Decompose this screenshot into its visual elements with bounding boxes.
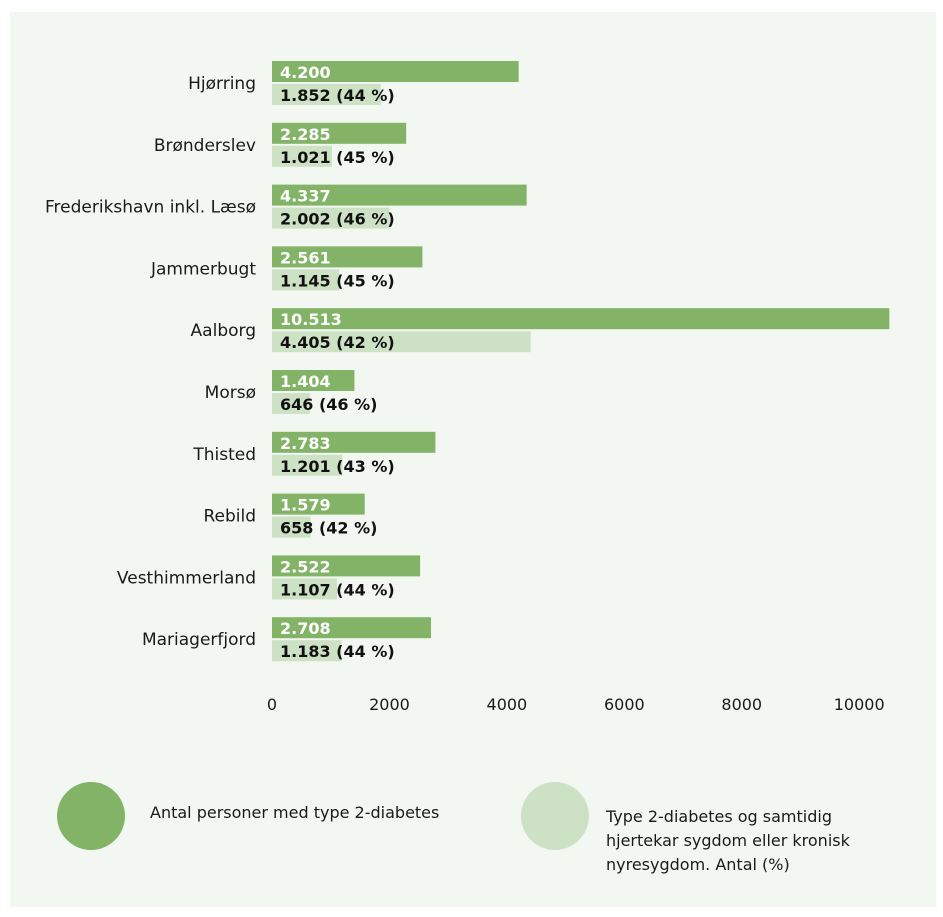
chart-panel: 4.200 1.852 (44 %) Hjørring 2.285 1.021 (45 … xyxy=(10,12,936,907)
x-tick-label: 8000 xyxy=(721,695,762,714)
x-tick-label: 0 xyxy=(267,695,277,714)
bar-total xyxy=(272,617,432,639)
data-label-total: 1.404 xyxy=(280,372,331,391)
data-label-total: 2.561 xyxy=(280,248,331,267)
data-label-comorbid: 1.201 (43 %) xyxy=(280,457,395,476)
bar-chart: 4.200 1.852 (44 %) Hjørring 2.285 1.021 (45 … xyxy=(45,61,890,714)
category-label: Rebild xyxy=(203,507,256,527)
bar-comorbid xyxy=(272,640,342,662)
data-label-total: 2.708 xyxy=(280,619,331,638)
bar-comorbid xyxy=(272,516,311,538)
data-label-total: 4.200 xyxy=(280,63,331,82)
bar-total xyxy=(272,493,365,515)
category-label: Vesthimmerland xyxy=(117,568,256,588)
category-label: Mariagerfjord xyxy=(142,630,256,650)
bar-comorbid xyxy=(272,207,390,229)
category-label: Aalborg xyxy=(191,321,256,341)
bar-comorbid xyxy=(272,393,310,414)
data-label-comorbid: 1.852 (44 %) xyxy=(280,86,395,105)
legend-swatch-total xyxy=(57,782,125,850)
bar-comorbid xyxy=(272,269,340,291)
category-label: Thisted xyxy=(192,445,256,465)
legend-swatch-comorbid xyxy=(521,782,589,850)
data-label-total: 2.285 xyxy=(280,125,331,144)
bar-total xyxy=(272,246,423,268)
x-tick-label: 10000 xyxy=(834,695,885,714)
data-label-comorbid: 4.405 (42 %) xyxy=(280,333,395,352)
data-label-total: 1.579 xyxy=(280,496,331,515)
bar-comorbid xyxy=(272,331,531,353)
data-label-comorbid: 658 (42 %) xyxy=(280,519,377,538)
bar-total xyxy=(272,184,527,206)
data-label-total: 2.522 xyxy=(280,557,331,576)
category-label: Jammerbugt xyxy=(150,259,256,279)
bar-total xyxy=(272,370,355,391)
data-label-comorbid: 2.002 (46 %) xyxy=(280,210,395,229)
data-label-comorbid: 1.107 (44 %) xyxy=(280,580,395,599)
bar-total xyxy=(272,555,421,577)
category-label: Brønderslev xyxy=(154,136,256,156)
data-label-comorbid: 646 (46 %) xyxy=(280,395,377,414)
bar-comorbid xyxy=(272,145,332,167)
bar-total xyxy=(272,308,890,330)
legend-label-comorbid: Type 2-diabetes og samtidig hjertekar sy… xyxy=(606,807,850,874)
bar-comorbid xyxy=(272,454,343,476)
data-label-comorbid: 1.183 (44 %) xyxy=(280,642,395,661)
data-label-comorbid: 1.021 (45 %) xyxy=(280,148,395,167)
bar-total xyxy=(272,122,407,144)
data-label-total: 2.783 xyxy=(280,434,331,453)
category-label: Frederikshavn inkl. Læsø xyxy=(45,198,256,218)
x-tick-label: 6000 xyxy=(604,695,645,714)
bar-comorbid xyxy=(272,578,338,600)
data-label-total: 4.337 xyxy=(280,187,331,206)
data-label-total: 10.513 xyxy=(280,310,342,329)
legend-label-total: Antal personer med type 2-diabetes xyxy=(150,803,440,822)
bar-total xyxy=(272,61,519,82)
data-label-comorbid: 1.145 (45 %) xyxy=(280,271,395,290)
category-label: Hjørring xyxy=(188,74,256,94)
x-tick-label: 2000 xyxy=(369,695,410,714)
bar-comorbid xyxy=(272,84,381,105)
bar-total xyxy=(272,431,436,453)
category-label: Morsø xyxy=(205,383,256,403)
x-tick-label: 4000 xyxy=(487,695,528,714)
